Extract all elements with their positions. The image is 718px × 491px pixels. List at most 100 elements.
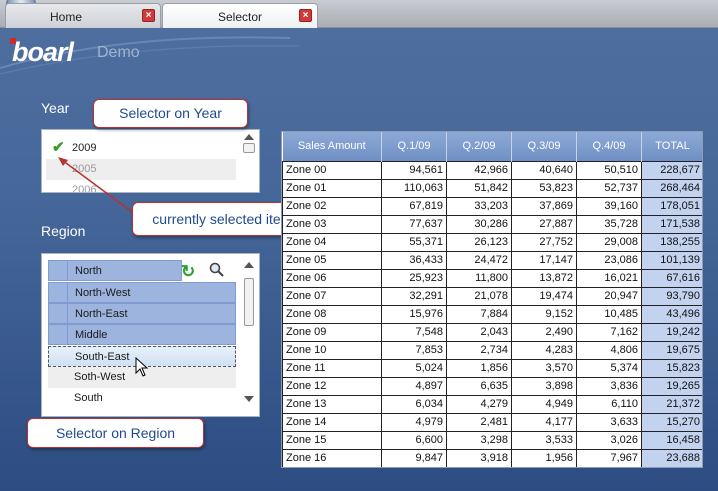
value-cell[interactable]: 4,283 <box>511 340 577 360</box>
row-label-cell[interactable]: Zone 06 <box>282 268 382 288</box>
value-cell[interactable]: 2,043 <box>446 322 512 342</box>
row-label-cell[interactable]: Zone 02 <box>282 196 382 216</box>
value-cell[interactable]: 1,956 <box>511 448 577 467</box>
value-cell[interactable]: 6,600 <box>381 430 447 450</box>
value-cell[interactable]: 7,853 <box>381 340 447 360</box>
value-cell[interactable]: 35,728 <box>576 214 642 234</box>
column-header[interactable]: Q.4/09 <box>576 132 642 161</box>
refresh-icon[interactable]: ↻ <box>181 262 196 281</box>
value-cell[interactable]: 36,433 <box>381 250 447 270</box>
value-cell[interactable]: 7,967 <box>576 448 642 467</box>
checkbox[interactable] <box>49 283 68 302</box>
value-cell[interactable]: 16,021 <box>576 268 642 288</box>
value-cell[interactable]: 29,008 <box>576 232 642 252</box>
value-cell[interactable]: 3,918 <box>446 448 512 467</box>
row-label-cell[interactable]: Zone 05 <box>282 250 382 270</box>
search-icon[interactable] <box>209 262 225 278</box>
value-cell[interactable]: 32,291 <box>381 286 447 306</box>
total-cell[interactable]: 19,242 <box>641 322 702 342</box>
total-cell[interactable]: 15,270 <box>641 412 702 432</box>
total-cell[interactable]: 23,688 <box>641 448 702 467</box>
value-cell[interactable]: 7,884 <box>446 304 512 324</box>
region-item-north-west[interactable]: North-West <box>48 282 236 303</box>
value-cell[interactable]: 2,490 <box>511 322 577 342</box>
total-cell[interactable]: 21,372 <box>641 394 702 414</box>
value-cell[interactable]: 4,806 <box>576 340 642 360</box>
scroll-thumb[interactable] <box>243 143 255 153</box>
scroll-up-icon[interactable] <box>244 134 254 140</box>
row-label-cell[interactable]: Zone 09 <box>282 322 382 342</box>
value-cell[interactable]: 4,949 <box>511 394 577 414</box>
region-item-middle[interactable]: Middle <box>48 324 236 345</box>
column-header[interactable]: Q.1/09 <box>381 132 447 161</box>
total-cell[interactable]: 19,265 <box>641 376 702 396</box>
total-cell[interactable]: 171,538 <box>641 214 702 234</box>
total-cell[interactable]: 19,675 <box>641 340 702 360</box>
value-cell[interactable]: 11,800 <box>446 268 512 288</box>
value-cell[interactable]: 9,152 <box>511 304 577 324</box>
total-cell[interactable]: 93,790 <box>641 286 702 306</box>
value-cell[interactable]: 3,026 <box>576 430 642 450</box>
region-scroll-down[interactable] <box>242 396 256 402</box>
value-cell[interactable]: 19,474 <box>511 286 577 306</box>
value-cell[interactable]: 4,897 <box>381 376 447 396</box>
value-cell[interactable]: 110,063 <box>381 178 447 198</box>
column-header[interactable]: TOTAL <box>641 132 702 161</box>
row-label-cell[interactable]: Zone 15 <box>282 430 382 450</box>
value-cell[interactable]: 23,086 <box>576 250 642 270</box>
value-cell[interactable]: 7,162 <box>576 322 642 342</box>
value-cell[interactable]: 52,737 <box>576 178 642 198</box>
row-label-cell[interactable]: Zone 04 <box>282 232 382 252</box>
total-cell[interactable]: 138,255 <box>641 232 702 252</box>
value-cell[interactable]: 55,371 <box>381 232 447 252</box>
region-scrollbar[interactable] <box>242 262 256 268</box>
value-cell[interactable]: 39,160 <box>576 196 642 216</box>
row-label-cell[interactable]: Zone 12 <box>282 376 382 396</box>
total-cell[interactable]: 67,616 <box>641 268 702 288</box>
value-cell[interactable]: 5,024 <box>381 358 447 378</box>
value-cell[interactable]: 1,856 <box>446 358 512 378</box>
value-cell[interactable]: 40,640 <box>511 160 577 180</box>
value-cell[interactable]: 3,533 <box>511 430 577 450</box>
value-cell[interactable]: 4,979 <box>381 412 447 432</box>
value-cell[interactable]: 4,279 <box>446 394 512 414</box>
value-cell[interactable]: 3,898 <box>511 376 577 396</box>
row-label-cell[interactable]: Zone 13 <box>282 394 382 414</box>
year-item-2009[interactable]: ✔ 2009 <box>46 138 236 159</box>
value-cell[interactable]: 24,472 <box>446 250 512 270</box>
year-item-2005[interactable]: 2005 <box>46 159 236 180</box>
value-cell[interactable]: 3,570 <box>511 358 577 378</box>
value-cell[interactable]: 6,034 <box>381 394 447 414</box>
checkbox[interactable] <box>49 325 68 344</box>
value-cell[interactable]: 3,298 <box>446 430 512 450</box>
row-label-cell[interactable]: Zone 08 <box>282 304 382 324</box>
row-label-cell[interactable]: Zone 10 <box>282 340 382 360</box>
scroll-down-icon[interactable] <box>244 396 254 402</box>
value-cell[interactable]: 9,847 <box>381 448 447 467</box>
value-cell[interactable]: 67,819 <box>381 196 447 216</box>
value-cell[interactable]: 42,966 <box>446 160 512 180</box>
region-selector[interactable]: North ↻ North-West North-East Middle Sou… <box>41 253 260 417</box>
value-cell[interactable]: 30,286 <box>446 214 512 234</box>
row-label-cell[interactable]: Zone 11 <box>282 358 382 378</box>
row-label-cell[interactable]: Zone 00 <box>282 160 382 180</box>
value-cell[interactable]: 17,147 <box>511 250 577 270</box>
value-cell[interactable]: 3,633 <box>576 412 642 432</box>
total-cell[interactable]: 178,051 <box>641 196 702 216</box>
value-cell[interactable]: 2,481 <box>446 412 512 432</box>
region-item-north-east[interactable]: North-East <box>48 303 236 324</box>
value-cell[interactable]: 25,923 <box>381 268 447 288</box>
row-label-cell[interactable]: Zone 03 <box>282 214 382 234</box>
column-header[interactable]: Sales Amount <box>282 132 382 161</box>
total-cell[interactable]: 101,139 <box>641 250 702 270</box>
close-icon[interactable]: × <box>142 9 155 22</box>
total-cell[interactable]: 228,677 <box>641 160 702 180</box>
value-cell[interactable]: 6,635 <box>446 376 512 396</box>
value-cell[interactable]: 26,123 <box>446 232 512 252</box>
region-item-soth-west[interactable]: Soth-West <box>48 367 236 388</box>
region-item-north[interactable]: North <box>48 260 182 281</box>
year-item-2006[interactable]: 2006 <box>46 180 236 192</box>
value-cell[interactable]: 13,872 <box>511 268 577 288</box>
value-cell[interactable]: 51,842 <box>446 178 512 198</box>
year-scrollbar[interactable] <box>242 134 256 153</box>
